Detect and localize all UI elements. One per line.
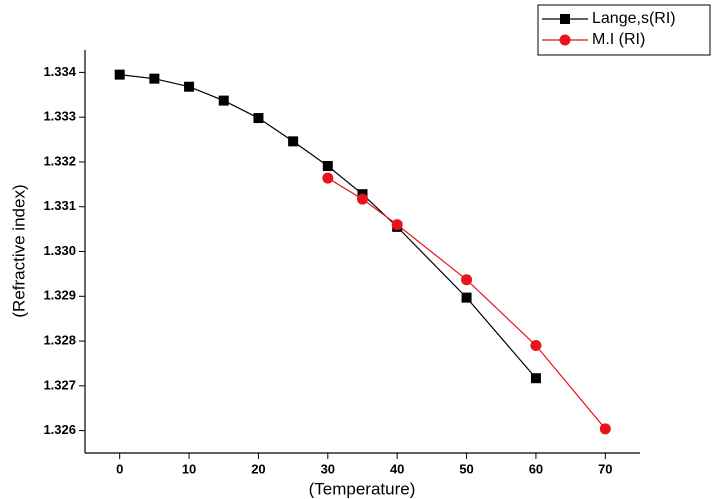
data-point [599,423,611,435]
data-point [530,373,541,384]
legend-box [537,4,711,56]
y-tick-label: 1.327 [43,377,76,392]
legend-label: M.I (RI) [592,31,645,48]
data-point [288,136,299,147]
y-tick-label: 1.326 [43,422,76,437]
y-tick-label: 1.330 [43,243,76,258]
y-tick-label: 1.328 [43,332,76,347]
data-point [391,219,403,231]
data-point [530,340,542,352]
x-tick-label: 40 [390,461,404,476]
data-point [322,172,334,184]
data-point [218,95,229,106]
y-tick-label: 1.331 [43,198,76,213]
legend-marker [559,34,571,46]
series-line [119,74,537,379]
data-point [461,292,472,303]
y-tick-label: 1.329 [43,288,76,303]
data-point [322,160,333,171]
data-point [357,193,368,205]
legend-label: Lange,s(RI) [592,10,676,27]
x-tick-label: 30 [321,461,335,476]
x-tick-label: 60 [529,461,543,476]
y-tick-label: 1.334 [43,64,76,79]
x-axis-title: (Temperature) [309,479,416,498]
series-line [327,177,606,430]
data-point [149,73,160,84]
x-tick-label: 20 [251,461,265,476]
y-tick-label: 1.332 [43,153,76,168]
x-tick-label: 70 [598,461,612,476]
data-point [114,69,125,80]
data-point [184,81,195,92]
y-tick-label: 1.333 [43,109,76,124]
x-tick-label: 10 [182,461,196,476]
data-point [253,113,264,124]
data-point [461,274,473,286]
x-tick-label: 0 [116,461,123,476]
legend-marker [560,14,570,24]
y-axis-title: (Refractive index) [9,184,28,317]
x-tick-label: 50 [459,461,473,476]
